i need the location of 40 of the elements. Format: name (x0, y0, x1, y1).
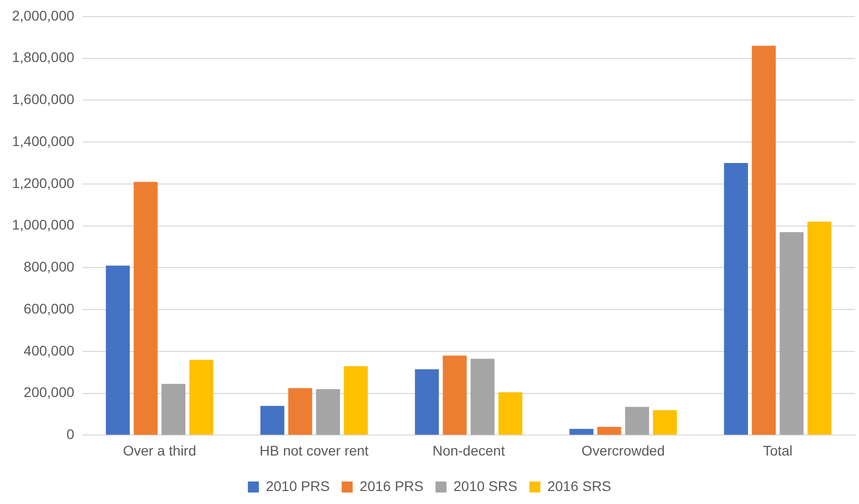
bar (652, 410, 677, 435)
bar (414, 369, 439, 435)
x-tick-label: HB not cover rent (260, 442, 369, 458)
y-tick-label: 600,000 (24, 300, 74, 316)
bar (442, 356, 467, 435)
bar (134, 182, 158, 435)
bar (344, 366, 368, 435)
bar (597, 426, 622, 435)
y-tick-label: 1,200,000 (12, 174, 74, 191)
y-tick-label: 800,000 (24, 258, 74, 275)
legend-label: 2010 PRS (266, 478, 330, 494)
bar (288, 388, 312, 435)
y-tick-label: 1,600,000 (12, 91, 74, 108)
y-tick-label: 1,400,000 (12, 132, 74, 149)
bar (106, 266, 130, 435)
legend-label: 2016 SRS (547, 478, 612, 494)
y-tick-label: 0 (66, 426, 74, 442)
bar (470, 358, 495, 435)
legend-label: 2016 PRS (360, 478, 424, 494)
bar (189, 360, 214, 435)
x-tick-label: Total (762, 442, 793, 458)
bar (316, 389, 340, 435)
x-tick-label: Over a third (122, 442, 196, 458)
y-tick-label: 400,000 (24, 342, 74, 358)
x-tick-label: Overcrowded (582, 442, 665, 458)
bar (625, 406, 650, 435)
bar (260, 406, 284, 435)
bar (569, 428, 594, 435)
legend-label: 2010 SRS (454, 478, 518, 494)
bar (724, 162, 748, 435)
y-tick-label: 1,800,000 (12, 49, 74, 66)
bar (807, 222, 832, 435)
x-tick-label: Non-decent (432, 442, 505, 458)
bar (162, 384, 186, 435)
bar (752, 46, 776, 435)
bar (780, 232, 804, 435)
y-tick-label: 200,000 (24, 384, 74, 400)
y-tick-label: 1,000,000 (12, 216, 74, 233)
bar (498, 392, 522, 435)
y-tick-label: 2,000,000 (12, 7, 74, 24)
